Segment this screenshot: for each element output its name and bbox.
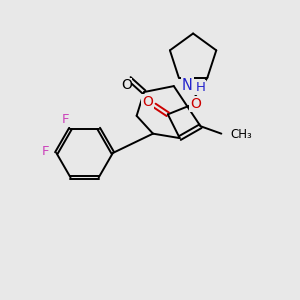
Text: O: O	[190, 97, 201, 111]
Text: N: N	[182, 78, 193, 93]
Text: F: F	[61, 113, 69, 126]
Text: O: O	[142, 95, 153, 109]
Text: CH₃: CH₃	[230, 128, 252, 141]
Text: F: F	[41, 145, 49, 158]
Text: H: H	[196, 81, 205, 94]
Text: O: O	[121, 78, 132, 92]
